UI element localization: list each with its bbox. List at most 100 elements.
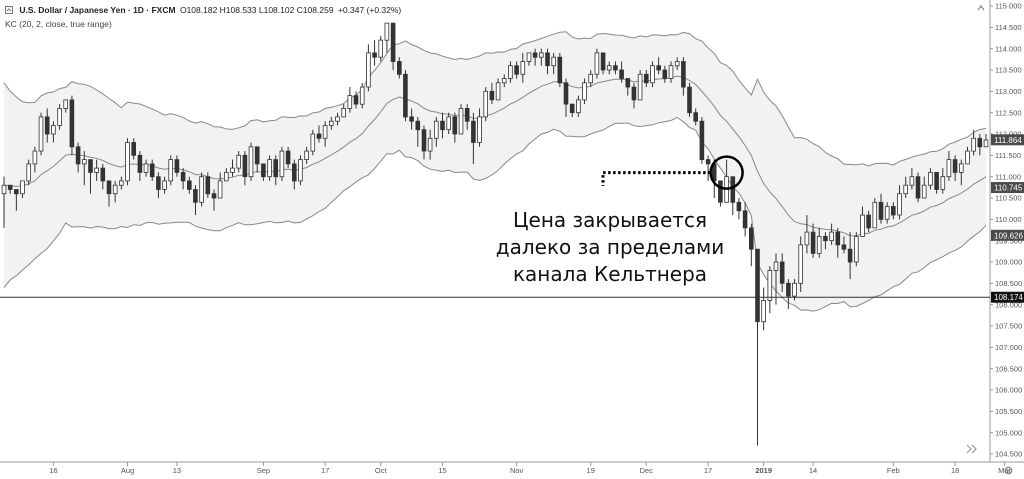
- candle[interactable]: [539, 48, 544, 66]
- candle[interactable]: [736, 198, 742, 220]
- candle[interactable]: [779, 253, 785, 292]
- scroll-right-icon[interactable]: [966, 444, 978, 457]
- candle[interactable]: [415, 116, 421, 147]
- candle[interactable]: [359, 82, 365, 109]
- candle[interactable]: [372, 40, 377, 66]
- candle[interactable]: [668, 61, 674, 83]
- candle[interactable]: [273, 155, 278, 186]
- candle[interactable]: [384, 22, 390, 53]
- candle[interactable]: [606, 61, 612, 75]
- candle[interactable]: [767, 266, 773, 314]
- candle[interactable]: [427, 129, 433, 160]
- candle[interactable]: [928, 168, 933, 190]
- candle[interactable]: [656, 57, 661, 75]
- candle[interactable]: [971, 129, 976, 156]
- candle[interactable]: [162, 176, 167, 194]
- candle[interactable]: [440, 112, 445, 139]
- candle[interactable]: [1, 176, 7, 228]
- collapse-icon[interactable]: [5, 6, 13, 14]
- candle[interactable]: [316, 125, 322, 143]
- candle[interactable]: [248, 142, 254, 181]
- candle[interactable]: [749, 223, 754, 267]
- candle[interactable]: [285, 146, 291, 169]
- candle[interactable]: [38, 112, 44, 156]
- candle[interactable]: [576, 95, 581, 117]
- candle[interactable]: [977, 134, 983, 156]
- candle[interactable]: [199, 172, 204, 207]
- candle[interactable]: [810, 223, 816, 258]
- candle[interactable]: [816, 227, 822, 258]
- candle[interactable]: [532, 48, 538, 66]
- candle[interactable]: [755, 248, 760, 446]
- collapse-panel-icon[interactable]: [976, 3, 986, 16]
- candle[interactable]: [897, 185, 902, 220]
- candle[interactable]: [847, 232, 853, 280]
- candle[interactable]: [403, 70, 408, 122]
- candle[interactable]: [13, 189, 19, 211]
- indicator-legend[interactable]: KC (20, 2, close, true range): [5, 19, 112, 29]
- candle[interactable]: [57, 104, 62, 130]
- candle[interactable]: [446, 112, 451, 134]
- candle[interactable]: [20, 180, 25, 198]
- candle[interactable]: [279, 146, 285, 181]
- indicator-label[interactable]: KC (20, 2, close, true range): [5, 19, 112, 29]
- candle[interactable]: [582, 78, 587, 105]
- candle[interactable]: [940, 168, 946, 194]
- candle[interactable]: [94, 159, 99, 181]
- candle[interactable]: [378, 35, 383, 62]
- candle[interactable]: [662, 65, 668, 83]
- candle[interactable]: [106, 180, 112, 207]
- candle[interactable]: [798, 236, 803, 292]
- candle[interactable]: [223, 168, 229, 182]
- candle[interactable]: [625, 78, 631, 96]
- candle[interactable]: [51, 121, 56, 143]
- candle[interactable]: [310, 129, 316, 156]
- candle[interactable]: [168, 155, 174, 186]
- candle[interactable]: [421, 125, 427, 160]
- candle[interactable]: [866, 210, 871, 233]
- candle[interactable]: [186, 176, 192, 194]
- candle[interactable]: [69, 95, 75, 156]
- candle[interactable]: [891, 202, 896, 220]
- candle[interactable]: [761, 287, 766, 331]
- candle[interactable]: [341, 104, 346, 118]
- candle[interactable]: [526, 52, 532, 66]
- candle[interactable]: [921, 176, 927, 199]
- candle[interactable]: [965, 146, 970, 165]
- candle[interactable]: [804, 215, 810, 254]
- candle[interactable]: [773, 253, 779, 305]
- candle[interactable]: [75, 142, 81, 173]
- candle[interactable]: [637, 70, 643, 101]
- candle[interactable]: [347, 87, 353, 113]
- candle[interactable]: [650, 61, 655, 88]
- candle[interactable]: [193, 185, 198, 216]
- candle[interactable]: [508, 61, 513, 83]
- candle[interactable]: [261, 163, 266, 181]
- candle[interactable]: [557, 52, 563, 88]
- candle[interactable]: [705, 155, 711, 181]
- candle[interactable]: [396, 57, 402, 79]
- candle[interactable]: [32, 146, 38, 173]
- candle[interactable]: [464, 104, 470, 130]
- candle[interactable]: [143, 159, 149, 177]
- candle[interactable]: [946, 151, 952, 181]
- candle[interactable]: [545, 48, 550, 75]
- candle[interactable]: [366, 44, 371, 92]
- candle[interactable]: [495, 78, 501, 101]
- candle[interactable]: [174, 155, 180, 177]
- candle[interactable]: [483, 87, 488, 122]
- candle[interactable]: [180, 168, 186, 190]
- candle[interactable]: [613, 61, 618, 75]
- candle[interactable]: [619, 61, 624, 83]
- candle[interactable]: [477, 108, 482, 147]
- symbol-title[interactable]: U.S. Dollar / Japanese Yen · 1D · FXCM: [19, 5, 176, 15]
- candle[interactable]: [471, 112, 476, 164]
- candle[interactable]: [693, 108, 698, 126]
- candle[interactable]: [298, 155, 303, 186]
- candle[interactable]: [835, 227, 841, 258]
- candle[interactable]: [952, 155, 958, 181]
- candle[interactable]: [903, 176, 908, 198]
- candle[interactable]: [7, 184, 13, 194]
- candle[interactable]: [718, 180, 723, 207]
